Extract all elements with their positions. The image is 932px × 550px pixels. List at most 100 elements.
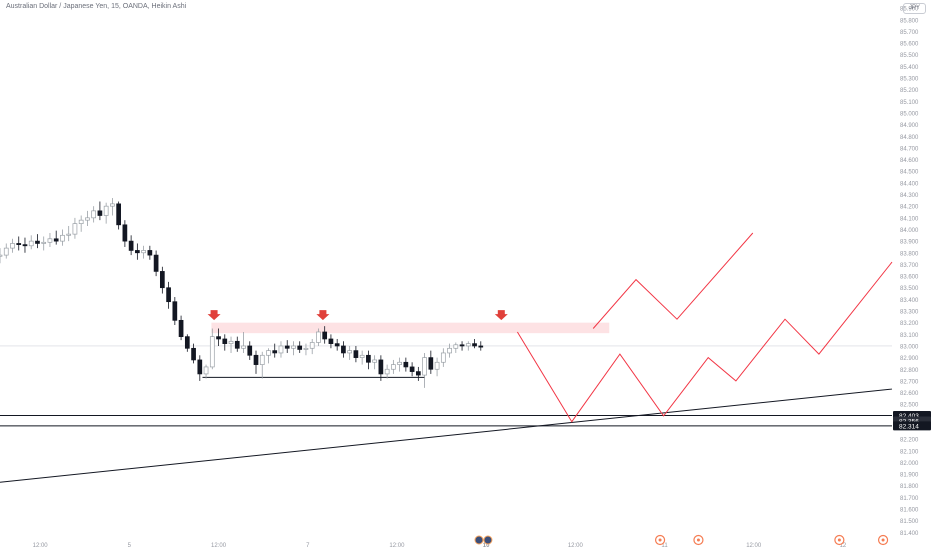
- y-tick-label: 84.900: [900, 123, 919, 129]
- candle-34: [209, 328, 215, 370]
- y-tick-label: 82.200: [900, 438, 919, 444]
- y-tick-label: 85.600: [900, 42, 919, 48]
- candle-14: [85, 210, 90, 226]
- candle-46: [284, 340, 290, 353]
- down-arrow-marker-1: [316, 310, 330, 321]
- symbol-title: Australian Dollar / Japanese Yen, 15, OA…: [6, 3, 187, 10]
- price-axis[interactable]: 85.900 85.800 85.700 85.600 85.500 85.400 85.3…: [893, 7, 931, 537]
- candle-71: [440, 348, 446, 367]
- candle-26: [159, 266, 165, 294]
- candle-40: [247, 341, 253, 360]
- y-tick-label: 85.800: [900, 18, 919, 24]
- candle-body: [378, 359, 384, 375]
- candle-body: [303, 347, 309, 350]
- candle-69: [428, 350, 434, 374]
- time-axis[interactable]: 12:00 5 12:00 7 12:00 10 12:00 11 12:00 12: [33, 543, 847, 549]
- down-markers[interactable]: [207, 310, 508, 321]
- candle-body: [128, 240, 134, 251]
- x-tick-label: 12: [840, 543, 847, 549]
- candle-body: [10, 243, 15, 249]
- down-arrow-marker-2: [494, 310, 508, 321]
- candle-16: [97, 201, 103, 221]
- candle-body: [372, 359, 377, 363]
- candle-body: [478, 345, 484, 348]
- candle-9: [53, 230, 59, 245]
- y-tick-label: 83.500: [900, 286, 919, 292]
- candle-1: [3, 243, 9, 259]
- projection-paths[interactable]: [516, 232, 893, 423]
- candle-body: [234, 340, 240, 349]
- horizontal-lines[interactable]: [0, 415, 892, 427]
- candle-54: [334, 338, 340, 351]
- candle-30: [184, 334, 190, 352]
- candle-33: [203, 364, 209, 379]
- y-tick-label: 85.500: [900, 53, 919, 59]
- trendline-path: [0, 388, 893, 483]
- y-tick-label: 84.000: [900, 228, 919, 234]
- candle-76: [472, 338, 477, 349]
- candle-body: [78, 219, 84, 225]
- candle-72: [447, 343, 452, 358]
- candles: [0, 198, 484, 388]
- candle-8: [47, 232, 53, 247]
- candle-body: [328, 338, 334, 344]
- candle-body: [241, 345, 246, 349]
- x-tick-label: 12:00: [211, 543, 227, 549]
- event-marker-1: [483, 535, 493, 545]
- y-tick-label: 83.600: [900, 275, 919, 281]
- candle-3: [16, 236, 22, 251]
- candle-22: [135, 243, 140, 260]
- candle-body: [259, 354, 265, 365]
- candle-body: [153, 254, 159, 272]
- candle-body: [97, 210, 103, 216]
- event-marker-0: [474, 535, 484, 545]
- candle-75: [465, 341, 471, 351]
- candle-body: [465, 343, 471, 347]
- candle-10: [60, 229, 65, 246]
- resistance-zone[interactable]: [211, 322, 610, 334]
- candle-15: [91, 206, 97, 223]
- candle-body: [403, 361, 409, 368]
- y-tick-label: 82.900: [900, 356, 919, 362]
- candle-6: [35, 234, 40, 249]
- candle-body: [53, 238, 59, 242]
- y-tick-label: 84.500: [900, 170, 919, 176]
- y-tick-label: 84.800: [900, 135, 919, 141]
- event-marker-dot: [881, 538, 885, 542]
- candle-5: [28, 235, 34, 250]
- candle-body: [116, 203, 121, 226]
- y-tick-label: 81.500: [900, 519, 919, 525]
- y-tick-label: 84.100: [900, 216, 919, 222]
- y-tick-label: 83.000: [900, 344, 919, 350]
- candle-43: [266, 348, 271, 364]
- candle-18: [110, 198, 115, 216]
- candle-23: [141, 245, 146, 259]
- candle-body: [434, 361, 440, 370]
- trendline[interactable]: [0, 388, 893, 483]
- event-markers[interactable]: [474, 534, 889, 546]
- y-tick-label: 85.200: [900, 88, 919, 94]
- candle-body: [266, 350, 271, 356]
- candle-body: [391, 364, 396, 370]
- y-tick-label: 83.300: [900, 310, 919, 316]
- candle-body: [322, 331, 328, 340]
- candle-60: [372, 355, 377, 370]
- y-tick-label: 85.900: [900, 7, 919, 13]
- x-tick-label: 5: [128, 543, 132, 549]
- candle-body: [216, 336, 221, 340]
- candle-45: [278, 341, 284, 358]
- candle-20: [122, 220, 128, 247]
- x-tick-label: 11: [661, 543, 668, 549]
- candle-body: [253, 354, 259, 365]
- candle-body: [222, 338, 228, 344]
- y-tick-label: 85.000: [900, 111, 919, 117]
- candle-28: [172, 297, 178, 325]
- candle-29: [178, 315, 184, 341]
- currency-badge[interactable]: JPY: [903, 3, 926, 14]
- candle-11: [66, 225, 72, 242]
- candle-body: [291, 345, 296, 349]
- candle-body: [191, 347, 196, 361]
- candle-37: [228, 336, 234, 353]
- y-tick-label: 85.400: [900, 65, 919, 71]
